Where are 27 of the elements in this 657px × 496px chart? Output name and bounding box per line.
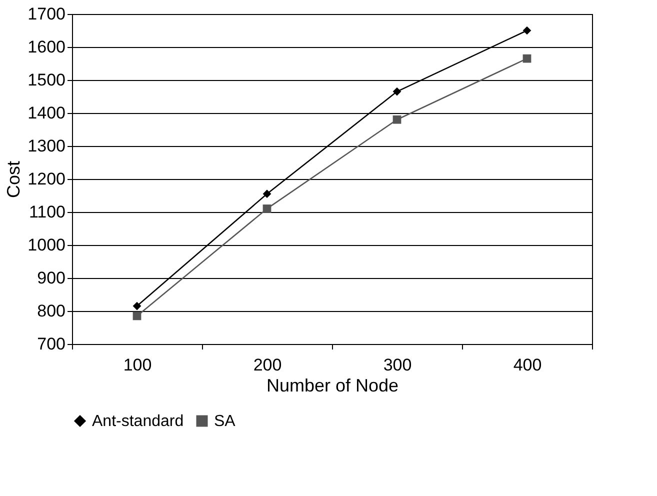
point bbox=[132, 312, 142, 320]
point bbox=[132, 302, 142, 310]
y-tick-label: 1400 bbox=[28, 104, 66, 122]
point bbox=[392, 115, 402, 124]
y-tick-label: 1100 bbox=[28, 202, 66, 222]
y-tick-label: 900 bbox=[37, 268, 66, 288]
y-tick-label: 1600 bbox=[28, 38, 66, 56]
y-axis-title: Cost bbox=[4, 160, 24, 198]
legend-label: SA bbox=[214, 413, 236, 430]
y-tick-label: 700 bbox=[37, 334, 66, 354]
y-tick-label: 1500 bbox=[28, 70, 66, 90]
x-tick-label: 400 bbox=[513, 356, 542, 374]
point bbox=[522, 54, 532, 63]
legend-label: Ant-standard bbox=[92, 413, 184, 430]
point bbox=[392, 87, 402, 96]
point bbox=[262, 204, 272, 213]
y-tick-label: 1000 bbox=[28, 236, 66, 254]
x-tick-label: 200 bbox=[253, 356, 282, 374]
y-tick-label: 1300 bbox=[28, 136, 66, 156]
y-tick-label: 1700 bbox=[28, 4, 66, 24]
point bbox=[522, 26, 532, 35]
x-axis-title: Number of Node bbox=[266, 376, 399, 396]
x-tick-label: 300 bbox=[383, 356, 412, 374]
y-tick-label: 1200 bbox=[28, 170, 66, 188]
x-tick-label: 100 bbox=[123, 356, 152, 374]
y-tick-label: 800 bbox=[37, 302, 66, 320]
point bbox=[262, 190, 272, 198]
